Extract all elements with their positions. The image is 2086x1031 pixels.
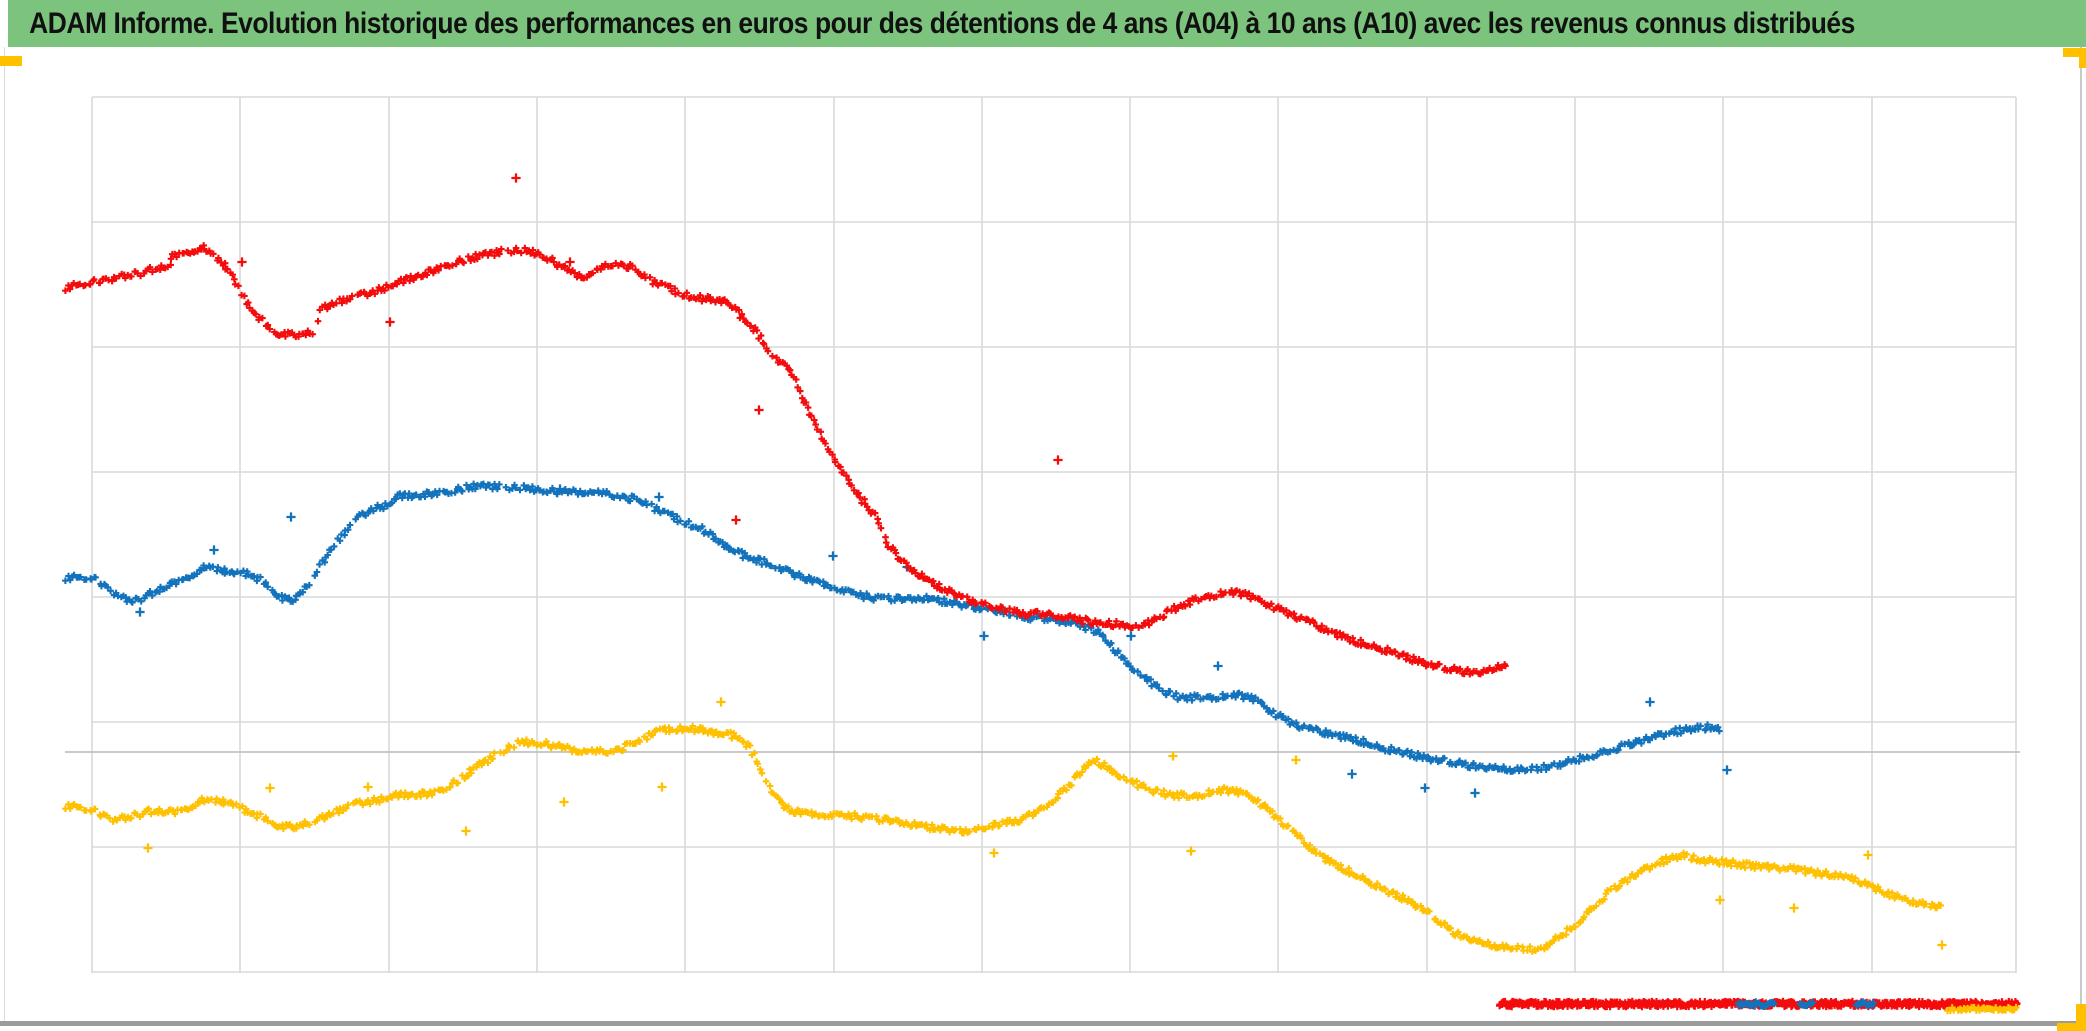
window-bottom-edge [0,1021,2086,1026]
chart-title-bar: ADAM Informe. Evolution historique des p… [8,0,2086,47]
baseline-band-blue [1734,998,1778,1010]
blue-series-outliers [135,484,1732,798]
baseline-band-yellow [1943,1003,2020,1015]
yellow-series [62,722,1944,955]
window-left-edge [4,47,5,1021]
yellow-series-outliers [143,697,1947,950]
window-right-edge [2080,47,2082,1021]
baseline-band-blue [1796,998,1817,1010]
gridlines [91,96,2017,973]
baseline-band-blue [1852,998,1878,1010]
selection-handle-top-right[interactable] [2063,48,2086,57]
selection-handle-top-left[interactable] [0,56,22,66]
chart-title: ADAM Informe. Evolution historique des p… [29,6,1855,40]
blue-series [62,480,1723,775]
red-series [62,242,1509,678]
red-series-outliers [237,173,1063,525]
selection-handle-top-right-arm[interactable] [2079,48,2086,68]
selection-handle-bottom-right[interactable] [2076,1004,2086,1031]
selection-handle-bottom-right-arm[interactable] [2057,1023,2086,1031]
